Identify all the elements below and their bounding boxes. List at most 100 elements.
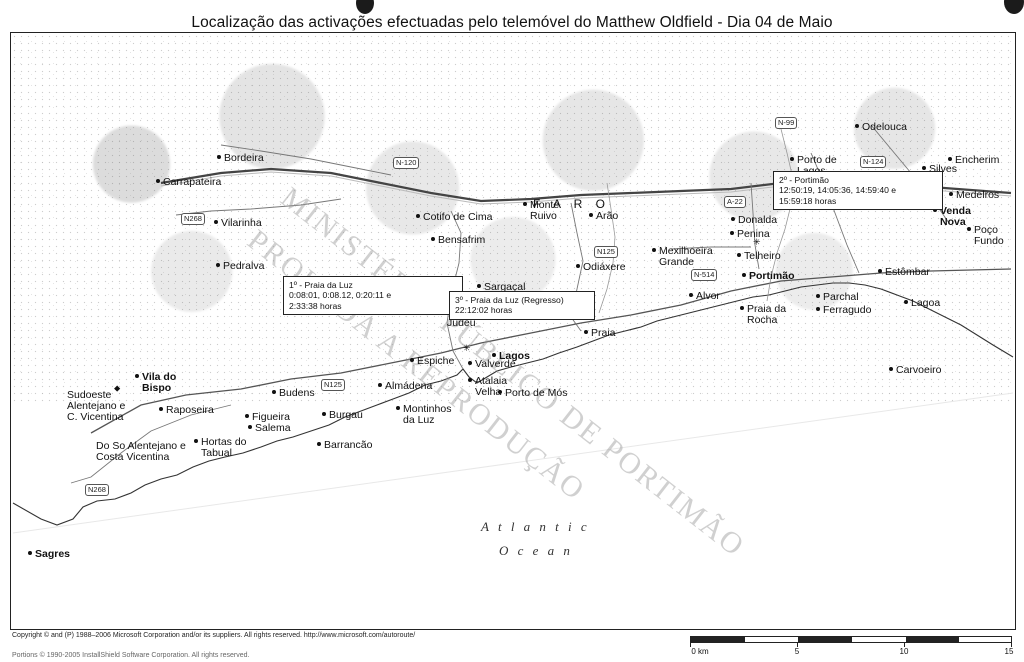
place-label: Raposeira bbox=[166, 404, 214, 416]
place-label: Telheiro bbox=[744, 250, 781, 262]
place-label: Fundo bbox=[974, 235, 1004, 247]
place-label: Grande bbox=[659, 256, 695, 268]
place-dot bbox=[322, 412, 326, 416]
place-dot bbox=[410, 358, 414, 362]
scale-bar-track bbox=[690, 636, 1012, 643]
place-label: Velha bbox=[475, 386, 502, 398]
road-shield: N268 bbox=[85, 484, 109, 496]
punch-hole-right bbox=[1004, 0, 1024, 14]
road-shield: A-22 bbox=[724, 196, 746, 208]
place-dot bbox=[28, 551, 32, 555]
place-label: Hortas do bbox=[201, 436, 247, 448]
place-dot bbox=[689, 293, 693, 297]
road-shield: N125 bbox=[594, 246, 618, 258]
place-label: Carvoeiro bbox=[896, 364, 942, 376]
place-label: Burgau bbox=[329, 409, 363, 421]
place-label: Venda bbox=[940, 205, 971, 217]
place-label: Medelros bbox=[956, 189, 1000, 201]
place-label: Tabual bbox=[201, 447, 232, 459]
callout-portimao[interactable]: 2º - Portimão 12:50:19, 14:05:36, 14:59:… bbox=[773, 171, 943, 211]
place-dot bbox=[216, 263, 220, 267]
place-dot bbox=[922, 166, 926, 170]
place-label: da Luz bbox=[403, 414, 435, 426]
road-shield: N268 bbox=[181, 213, 205, 225]
place-label: Figueira bbox=[252, 411, 290, 423]
terrain-shading bbox=[11, 33, 1015, 629]
place-dot bbox=[498, 390, 502, 394]
road-shield: N-514 bbox=[691, 269, 718, 281]
place-label: Bensafrim bbox=[438, 234, 486, 246]
place-dot bbox=[468, 361, 472, 365]
place-dot bbox=[245, 414, 249, 418]
place-label: Almádena bbox=[385, 380, 433, 392]
place-label: Alentejano e bbox=[67, 400, 126, 412]
place-dot bbox=[431, 237, 435, 241]
activation-marker-luz[interactable]: ✳ bbox=[463, 343, 471, 353]
place-dot bbox=[523, 202, 527, 206]
map-frame[interactable]: MINISTÉRIO PÚBLICO DE PORTIMÃO PROIBIDA … bbox=[10, 32, 1016, 630]
place-dot bbox=[156, 179, 160, 183]
place-dot bbox=[272, 390, 276, 394]
scale-tick-1: 5 bbox=[794, 647, 800, 656]
road-shield: N-124 bbox=[860, 156, 887, 168]
place-label: Valverde bbox=[475, 358, 516, 370]
ocean-label-line-1: A t l a n t i c bbox=[481, 519, 590, 534]
road-shield: N-120 bbox=[393, 157, 420, 169]
place-label: Vila do bbox=[142, 371, 177, 383]
place-dot bbox=[378, 383, 382, 387]
place-label: Judeu bbox=[447, 317, 476, 329]
place-label: Montinhos bbox=[403, 403, 452, 415]
place-label: Espiche bbox=[417, 355, 455, 367]
place-dot bbox=[159, 407, 163, 411]
place-label: Ferragudo bbox=[823, 304, 872, 316]
place-dot bbox=[416, 214, 420, 218]
callout-praia-da-luz-regresso[interactable]: 3º - Praia da Luz (Regresso) 22:12:02 ho… bbox=[449, 291, 595, 320]
place-dot bbox=[214, 220, 218, 224]
place-label: Penina bbox=[737, 228, 770, 240]
place-dot bbox=[816, 294, 820, 298]
place-label: Salema bbox=[255, 422, 291, 434]
place-dot bbox=[652, 248, 656, 252]
place-dot bbox=[878, 269, 882, 273]
place-label: Barrancão bbox=[324, 439, 373, 451]
place-label: Bispo bbox=[142, 382, 172, 394]
place-dot bbox=[740, 306, 744, 310]
terrain-speckle bbox=[11, 33, 1015, 403]
place-dot bbox=[468, 378, 472, 382]
place-label: Budens bbox=[279, 387, 315, 399]
place-label: Sudoeste bbox=[67, 389, 112, 401]
place-dot bbox=[731, 217, 735, 221]
scale-tick-3: 15 bbox=[1004, 647, 1014, 656]
place-dot bbox=[790, 157, 794, 161]
place-label: Nova bbox=[940, 216, 966, 228]
place-label: Arão bbox=[596, 210, 619, 222]
place-dot bbox=[967, 227, 971, 231]
place-label: Alvor bbox=[696, 290, 720, 302]
place-dot bbox=[889, 367, 893, 371]
activation-marker-portimao[interactable]: ✳ bbox=[753, 237, 761, 247]
place-label: Vilarinha bbox=[221, 217, 262, 229]
place-dot bbox=[248, 425, 252, 429]
place-label: Ruivo bbox=[530, 210, 557, 222]
place-dot bbox=[855, 124, 859, 128]
place-dot bbox=[396, 406, 400, 410]
place-dot bbox=[589, 213, 593, 217]
place-dot bbox=[217, 155, 221, 159]
park-marker-sudoeste: ⬥ bbox=[114, 383, 121, 393]
place-label: Sagres bbox=[35, 548, 71, 560]
place-label: C. Vicentina bbox=[67, 411, 124, 423]
place-dot bbox=[730, 231, 734, 235]
place-label: Carrapateira bbox=[163, 176, 222, 188]
place-dot bbox=[737, 253, 741, 257]
scale-tick-2: 10 bbox=[899, 647, 909, 656]
place-label: Poço bbox=[974, 224, 998, 236]
place-label: Praia bbox=[591, 327, 616, 339]
page-title: Localização das activações efectuadas pe… bbox=[191, 14, 833, 31]
place-dot bbox=[492, 353, 496, 357]
place-label: Do So Alentejano e bbox=[96, 440, 186, 452]
callout-praia-da-luz[interactable]: 1º - Praia da Luz 0:08:01, 0:08.12, 0:20… bbox=[283, 276, 463, 316]
place-label: Porto de bbox=[797, 154, 837, 166]
place-dot bbox=[576, 264, 580, 268]
place-dot bbox=[194, 439, 198, 443]
